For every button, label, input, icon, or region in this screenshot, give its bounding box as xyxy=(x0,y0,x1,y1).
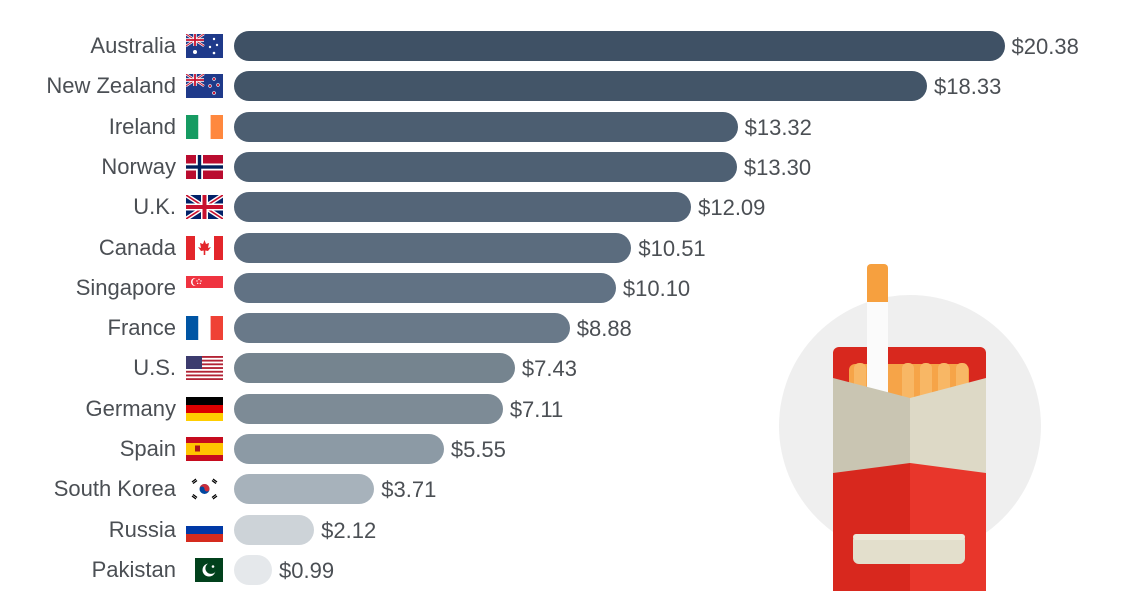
flag-spain-icon xyxy=(186,437,223,461)
bar xyxy=(234,111,738,142)
cigarette-pack-icon xyxy=(770,260,1060,591)
category-label: U.K. xyxy=(133,194,176,220)
category-label: Norway xyxy=(101,153,176,179)
value-label: $10.51 xyxy=(638,235,706,261)
bar xyxy=(234,192,692,223)
value-label: $13.30 xyxy=(743,154,812,180)
category-label: France xyxy=(107,315,176,341)
flag-norway-icon xyxy=(186,154,223,179)
bar xyxy=(234,514,315,545)
category-label: Canada xyxy=(98,234,176,260)
bar xyxy=(234,353,515,384)
bar xyxy=(234,151,737,182)
bar xyxy=(234,71,928,102)
flag-south-korea-icon xyxy=(186,477,223,502)
value-label: $13.32 xyxy=(744,114,812,140)
flag-ireland-icon xyxy=(186,114,223,139)
flag-russia-icon xyxy=(186,517,223,542)
category-label: Ireland xyxy=(108,113,176,139)
category-label: Pakistan xyxy=(91,556,176,582)
bar xyxy=(234,554,272,585)
flag-us-icon xyxy=(186,356,223,381)
value-label: $10.10 xyxy=(622,275,691,301)
category-label: New Zealand xyxy=(46,73,176,99)
value-label: $7.43 xyxy=(521,356,577,382)
value-label: $5.55 xyxy=(450,437,506,462)
value-label: $12.09 xyxy=(698,195,766,221)
flag-new-zealand-icon xyxy=(186,74,223,99)
flag-australia-icon xyxy=(186,34,223,58)
category-label: Russia xyxy=(108,516,176,542)
category-label: Spain xyxy=(119,436,176,461)
category-label: Germany xyxy=(85,395,176,421)
category-label: Singapore xyxy=(75,274,176,300)
value-label: $20.38 xyxy=(1011,34,1079,59)
value-label: $2.12 xyxy=(321,517,377,543)
category-label: U.S. xyxy=(133,355,176,381)
value-label: $3.71 xyxy=(381,477,437,503)
category-label: South Korea xyxy=(53,476,176,502)
flag-singapore-icon xyxy=(186,275,223,300)
value-label: $0.99 xyxy=(279,557,335,583)
flag-pakistan-icon xyxy=(186,557,223,582)
flag-uk-icon xyxy=(186,195,223,220)
bar xyxy=(234,474,375,505)
flag-germany-icon xyxy=(186,396,223,421)
value-label: $8.88 xyxy=(576,316,632,342)
bar xyxy=(234,313,570,344)
category-label: Australia xyxy=(90,33,176,58)
bar xyxy=(234,393,503,424)
bar xyxy=(234,31,1005,61)
bar xyxy=(234,232,632,263)
value-label: $18.33 xyxy=(934,74,1002,100)
flag-france-icon xyxy=(186,316,223,341)
value-label: $7.11 xyxy=(509,396,564,422)
bar xyxy=(234,272,616,303)
bar xyxy=(234,434,444,464)
flag-canada-icon xyxy=(186,235,223,260)
